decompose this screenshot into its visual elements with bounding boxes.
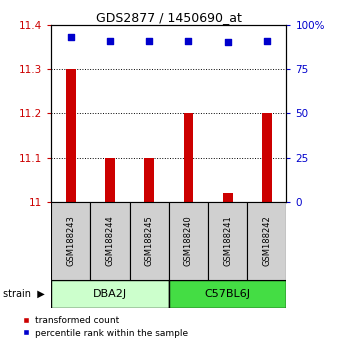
Bar	[183, 113, 193, 202]
Bar	[51, 280, 169, 308]
Text: GSM188245: GSM188245	[145, 215, 154, 266]
Legend: transformed count, percentile rank within the sample: transformed count, percentile rank withi…	[21, 316, 188, 338]
Point	[68, 34, 74, 40]
Text: strain  ▶: strain ▶	[3, 289, 45, 299]
Bar	[169, 202, 208, 280]
Bar	[262, 113, 272, 202]
Bar	[105, 158, 115, 202]
Bar	[130, 202, 169, 280]
Point	[147, 38, 152, 44]
Bar	[247, 202, 286, 280]
Bar	[51, 202, 90, 280]
Point	[225, 40, 231, 45]
Text: GSM188241: GSM188241	[223, 215, 232, 266]
Bar	[169, 280, 286, 308]
Point	[107, 38, 113, 44]
Point	[264, 38, 269, 44]
Bar	[223, 193, 233, 202]
Text: C57BL6J: C57BL6J	[205, 289, 251, 299]
Text: DBA2J: DBA2J	[93, 289, 127, 299]
Title: GDS2877 / 1450690_at: GDS2877 / 1450690_at	[96, 11, 242, 24]
Point	[186, 38, 191, 44]
Bar	[90, 202, 130, 280]
Text: GSM188243: GSM188243	[66, 215, 75, 266]
Text: GSM188244: GSM188244	[105, 215, 115, 266]
Text: GSM188242: GSM188242	[262, 215, 271, 266]
Bar	[66, 69, 76, 202]
Text: GSM188240: GSM188240	[184, 215, 193, 266]
Bar	[144, 158, 154, 202]
Bar	[208, 202, 247, 280]
